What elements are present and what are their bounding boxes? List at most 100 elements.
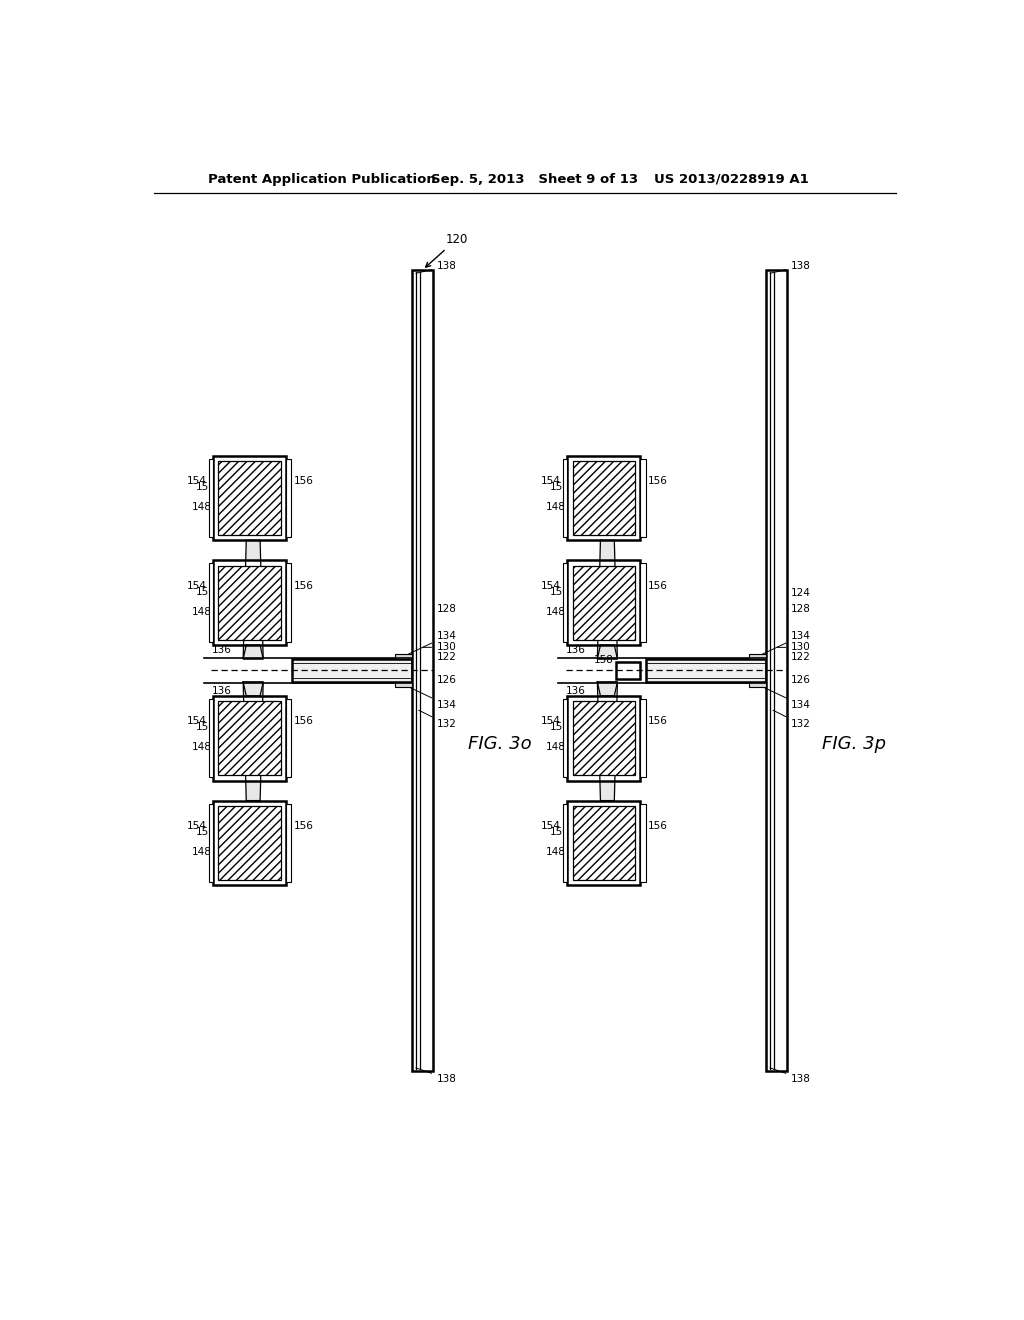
Text: 134: 134 [760, 685, 811, 710]
Bar [563, 804, 567, 882]
Bar [646, 659, 766, 682]
Text: US 2013/0228919 A1: US 2013/0228919 A1 [654, 173, 809, 186]
Text: 132: 132 [773, 710, 811, 730]
Text: 150: 150 [550, 722, 569, 733]
Bar [563, 564, 567, 642]
Bar [286, 564, 292, 642]
Text: 136: 136 [565, 644, 586, 655]
Text: 156: 156 [294, 477, 313, 486]
Polygon shape [597, 682, 617, 800]
Text: 154: 154 [187, 821, 207, 832]
Text: 146: 146 [594, 598, 613, 607]
Text: 146: 146 [240, 733, 259, 743]
Text: 148: 148 [191, 847, 211, 857]
Text: 136: 136 [565, 686, 586, 696]
Text: 154: 154 [187, 581, 207, 591]
Bar [563, 459, 567, 537]
Bar [218, 461, 281, 535]
Bar [213, 455, 286, 540]
Text: 154: 154 [187, 477, 207, 486]
Bar [209, 459, 213, 537]
Bar [213, 696, 286, 780]
Bar [286, 459, 292, 537]
Text: 158: 158 [594, 655, 613, 665]
Text: 150: 150 [196, 482, 215, 492]
Text: 136: 136 [211, 686, 231, 696]
Text: 154: 154 [187, 717, 207, 726]
Text: Sep. 5, 2013   Sheet 9 of 13: Sep. 5, 2013 Sheet 9 of 13 [431, 173, 638, 186]
Text: 154: 154 [541, 477, 561, 486]
Bar [640, 459, 646, 537]
Bar [572, 807, 635, 880]
Text: 148: 148 [546, 607, 565, 616]
Text: 126: 126 [437, 675, 457, 685]
Text: 150: 150 [196, 587, 215, 597]
Text: 128: 128 [433, 603, 457, 614]
Text: 148: 148 [546, 502, 565, 512]
Bar [766, 271, 787, 1071]
Text: 130: 130 [423, 643, 457, 652]
Text: 128: 128 [787, 603, 811, 614]
Bar [213, 560, 286, 645]
Bar [567, 560, 640, 645]
Text: 148: 148 [546, 847, 565, 857]
Bar [615, 663, 640, 678]
Text: 148: 148 [191, 742, 211, 752]
Text: 122: 122 [792, 652, 811, 661]
Bar [640, 804, 646, 882]
Polygon shape [243, 682, 263, 800]
Bar [749, 655, 766, 659]
Bar [567, 455, 640, 540]
Text: 148: 148 [191, 607, 211, 616]
Text: 146: 146 [240, 492, 259, 503]
Text: 132: 132 [419, 710, 457, 730]
Bar [572, 701, 635, 775]
Bar [567, 696, 640, 780]
Text: 134: 134 [406, 685, 457, 710]
Text: Patent Application Publication: Patent Application Publication [208, 173, 435, 186]
Text: 138: 138 [416, 1068, 457, 1084]
Text: 126: 126 [792, 675, 811, 685]
Text: 146: 146 [240, 598, 259, 607]
Text: 134: 134 [760, 631, 811, 656]
Bar [563, 700, 567, 777]
Bar [209, 700, 213, 777]
Text: 156: 156 [294, 821, 313, 832]
Text: 154: 154 [541, 581, 561, 591]
Text: 150: 150 [196, 722, 215, 733]
Text: 146: 146 [594, 492, 613, 503]
Text: 146: 146 [240, 838, 259, 847]
Bar [286, 804, 292, 882]
Bar [292, 659, 412, 682]
Bar [213, 800, 286, 886]
Bar [640, 700, 646, 777]
Text: 156: 156 [648, 477, 668, 486]
Bar [218, 807, 281, 880]
Bar [567, 800, 640, 886]
Text: 156: 156 [294, 717, 313, 726]
Text: FIG. 3p: FIG. 3p [822, 735, 886, 752]
Bar [394, 682, 412, 686]
Bar [218, 566, 281, 640]
Text: 138: 138 [770, 261, 811, 273]
Text: 156: 156 [648, 821, 668, 832]
Text: 136: 136 [211, 644, 231, 655]
Polygon shape [243, 682, 263, 696]
Text: 154: 154 [541, 821, 561, 832]
Text: 154: 154 [541, 717, 561, 726]
Text: 146: 146 [594, 733, 613, 743]
Text: 150: 150 [196, 828, 215, 837]
Bar [640, 564, 646, 642]
Bar [749, 682, 766, 686]
Text: 150: 150 [550, 587, 569, 597]
Text: 150: 150 [550, 482, 569, 492]
Text: 156: 156 [648, 717, 668, 726]
Text: FIG. 3o: FIG. 3o [468, 735, 531, 752]
Bar [394, 655, 412, 659]
Text: 156: 156 [294, 581, 313, 591]
Text: 120: 120 [426, 232, 468, 267]
Polygon shape [243, 540, 263, 659]
Bar [572, 461, 635, 535]
Bar [218, 701, 281, 775]
Text: 122: 122 [437, 652, 457, 661]
